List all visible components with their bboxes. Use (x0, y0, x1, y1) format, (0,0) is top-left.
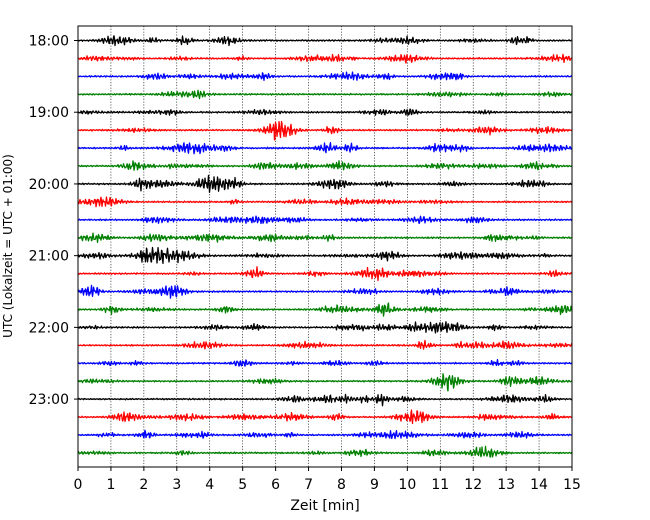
trace-2300 (77, 393, 573, 407)
y-axis-ticks: 18:00 19:00 20:00 21:00 22:00 23:00 (29, 34, 78, 408)
x-tick-label: 10 (398, 477, 416, 493)
trace-2100 (77, 246, 573, 265)
trace-2230 (77, 358, 573, 367)
x-tick-label: 13 (497, 477, 515, 493)
trace-1800 (77, 35, 573, 47)
trace-2315 (77, 409, 573, 425)
x-tick-label: 12 (464, 477, 482, 493)
y-tick-label: 23:00 (29, 392, 69, 408)
trace-2215 (77, 339, 573, 350)
x-tick-label: 0 (74, 477, 83, 493)
x-tick-label: 3 (172, 477, 181, 493)
trace-2345 (77, 445, 573, 458)
x-tick-label: 11 (431, 477, 449, 493)
y-tick-label: 18:00 (29, 34, 69, 50)
trace-2115 (77, 266, 573, 282)
trace-1830 (77, 71, 573, 81)
trace-1815 (77, 53, 573, 64)
x-tick-label: 8 (337, 477, 346, 493)
trace-1915 (77, 120, 573, 141)
x-tick-label: 5 (238, 477, 247, 493)
trace-2145 (77, 302, 573, 317)
trace-2030 (77, 215, 573, 225)
x-tick-label: 1 (106, 477, 115, 493)
x-axis-label: Zeit [min] (290, 498, 359, 514)
trace-2000 (77, 174, 573, 193)
x-tick-label: 14 (530, 477, 548, 493)
y-axis-label: UTC (Lokalzeit = UTC + 01:00) (1, 154, 15, 338)
plot-frame (77, 25, 573, 468)
x-tick-label: 6 (271, 477, 280, 493)
y-tick-label: 21:00 (29, 249, 69, 265)
y-tick-label: 20:00 (29, 177, 69, 193)
x-axis-ticks: 0 1 2 3 4 5 6 7 8 9 10 11 12 13 14 15 (74, 467, 581, 493)
trace-2045 (77, 232, 573, 244)
trace-2245 (77, 373, 573, 392)
x-tick-label: 4 (205, 477, 214, 493)
x-tick-label: 15 (563, 477, 581, 493)
trace-2200 (77, 321, 573, 334)
seismogram-traces (77, 35, 573, 458)
trace-2130 (77, 284, 573, 299)
trace-2015 (77, 196, 573, 208)
trace-1945 (77, 160, 573, 171)
x-tick-label: 7 (304, 477, 313, 493)
y-tick-label: 22:00 (29, 320, 69, 336)
trace-1930 (77, 142, 573, 155)
trace-1845 (77, 89, 573, 100)
grid-lines (110, 26, 540, 467)
x-tick-label: 9 (370, 477, 379, 493)
trace-1900 (77, 108, 573, 116)
x-tick-label: 2 (139, 477, 148, 493)
trace-2330 (77, 429, 573, 440)
y-tick-label: 19:00 (29, 105, 69, 121)
